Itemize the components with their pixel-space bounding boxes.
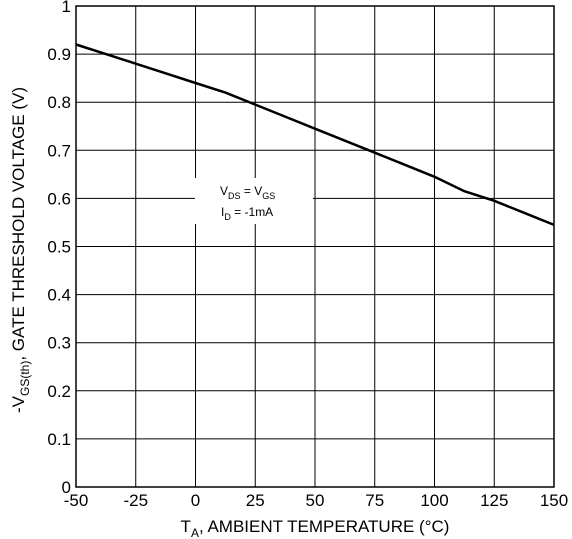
x-axis-label: TA, AMBIENT TEMPERATURE (°C): [181, 517, 450, 539]
y-tick-label: 0.9: [47, 45, 71, 64]
annotation-background: [195, 178, 313, 224]
y-tick-label: 1: [62, 0, 71, 16]
y-tick-labels: 0 0.1 0.2 0.3 0.4 0.5 0.6 0.7 0.8 0.9 1: [47, 0, 71, 497]
x-tick-label: 50: [306, 491, 325, 510]
y-tick-label: 0.8: [47, 93, 71, 112]
y-tick-label: 0.2: [47, 382, 71, 401]
annotation-line-1: VDS = VGS: [220, 184, 275, 201]
annotation-line-2: ID = -1mA: [221, 205, 273, 222]
x-tick-label: 150: [540, 491, 568, 510]
y-tick-label: 0.5: [47, 238, 71, 257]
y-tick-label: 0.3: [47, 334, 71, 353]
y-axis-label: -VGS(th), GATE THRESHOLD VOLTAGE (V): [9, 87, 32, 413]
x-tick-label: 0: [191, 491, 200, 510]
x-tick-label: 75: [365, 491, 384, 510]
series-line: [75, 43, 555, 227]
plot-frame: [75, 5, 555, 488]
y-tick-label: 0.6: [47, 189, 71, 208]
y-tick-label: 0.4: [47, 286, 71, 305]
y-tick-label: 0.1: [47, 430, 71, 449]
y-tick-label: 0.7: [47, 141, 71, 160]
y-tick-label: 0: [62, 478, 71, 497]
x-tick-label: -50: [64, 491, 89, 510]
grid: [76, 6, 554, 487]
x-tick-label: 100: [420, 491, 448, 510]
x-tick-label: 125: [480, 491, 508, 510]
x-tick-labels: -50 -25 0 25 50 75 100 125 150: [64, 491, 568, 510]
x-tick-label: 25: [246, 491, 265, 510]
x-tick-label: -25: [123, 491, 148, 510]
